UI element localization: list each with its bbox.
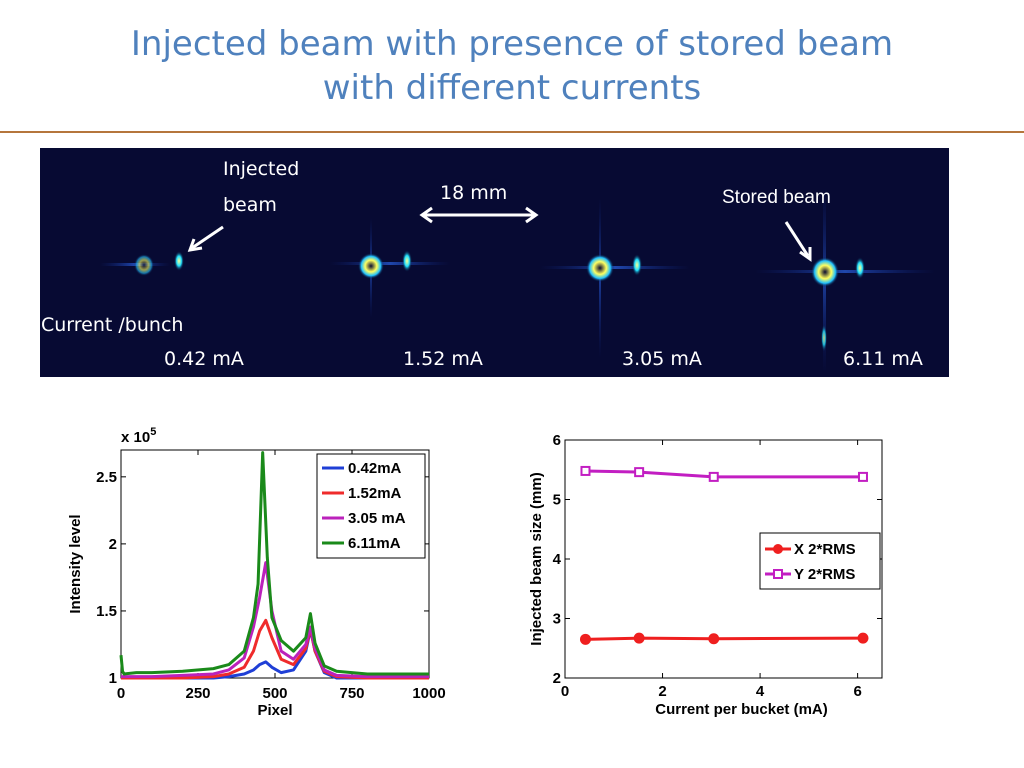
y-tick-label: 2 — [109, 536, 117, 553]
x-axis-label: Pixel — [257, 702, 292, 719]
series-line — [585, 636, 863, 641]
y-tick-label: 5 — [553, 492, 561, 509]
x-tick-label: 6 — [853, 683, 861, 700]
legend-entry: 3.05 mA — [348, 510, 406, 527]
data-point — [708, 633, 720, 645]
current-value-4: 6.11 mA — [843, 348, 923, 370]
current-value-3: 3.05 mA — [622, 348, 702, 370]
legend-entry: Y 2*RMS — [794, 566, 855, 583]
current-value-1: 0.42 mA — [164, 348, 244, 370]
slide-title-line-2: with different currents — [322, 68, 702, 108]
legend-entry: 0.42mA — [348, 460, 402, 477]
legend-entry: 6.11mA — [348, 535, 401, 552]
distance-label: 18 mm — [440, 182, 508, 204]
legend-marker — [773, 544, 783, 554]
slide-title-line-1: Injected beam with presence of stored be… — [130, 24, 894, 64]
data-point — [580, 465, 591, 476]
x-tick-label: 4 — [756, 683, 765, 700]
x-tick-label: 250 — [185, 685, 210, 702]
data-point — [857, 471, 868, 482]
y-tick-label: 2 — [553, 670, 561, 687]
beam-image-panel: Injected beam 18 mm Stored beam Current … — [40, 148, 949, 377]
x-axis-label: Current per bucket (mA) — [655, 701, 828, 718]
current-per-bunch-label: Current /bunch — [41, 314, 184, 336]
y-axis-label: Intensity level — [67, 514, 84, 613]
x-tick-label: 0 — [117, 685, 125, 702]
title-divider — [0, 131, 1024, 133]
data-point — [708, 471, 719, 482]
x-tick-label: 0 — [561, 683, 569, 700]
injected-beam-arrow — [191, 225, 224, 250]
y-tick-label: 1.5 — [96, 603, 117, 620]
stored-beam-label: Stored beam — [722, 187, 831, 208]
legend-box — [759, 532, 881, 590]
y-multiplier-label: x 105 — [121, 426, 156, 446]
x-tick-label: 500 — [262, 685, 287, 702]
legend-entry: X 2*RMS — [794, 541, 856, 558]
series-line — [119, 451, 429, 676]
data-point — [857, 632, 869, 644]
y-tick-label: 6 — [553, 432, 561, 449]
data-point — [633, 632, 645, 644]
beam-spots-graphic — [100, 188, 935, 373]
current-value-2: 1.52 mA — [403, 348, 483, 370]
stored-beam-arrow — [784, 221, 810, 257]
injected-label-line-1: Injected — [223, 158, 300, 180]
x-tick-label: 2 — [658, 683, 666, 700]
legend-box — [316, 453, 426, 559]
data-point — [634, 467, 645, 478]
slide-title: Injected beam with presence of stored be… — [0, 22, 1024, 110]
y-tick-label: 4 — [553, 551, 562, 568]
intensity-profile-chart: 0 250 500 750 1000 1 1.5 2 2.5 x 105 0.42mA 1.52mA 3… — [67, 426, 446, 719]
y-tick-label: 1 — [109, 670, 117, 687]
data-point — [579, 633, 591, 645]
y-tick-label: 2.5 — [96, 469, 117, 486]
y-tick-label: 3 — [553, 611, 561, 628]
legend-entry: 1.52mA — [348, 485, 402, 502]
x-tick-label: 750 — [339, 685, 364, 702]
injected-label-line-2: beam — [223, 194, 277, 216]
legend-marker — [773, 569, 783, 579]
x-tick-label: 1000 — [412, 685, 445, 702]
series-line — [585, 469, 863, 479]
y-axis-label: Injected beam size (mm) — [528, 472, 545, 645]
